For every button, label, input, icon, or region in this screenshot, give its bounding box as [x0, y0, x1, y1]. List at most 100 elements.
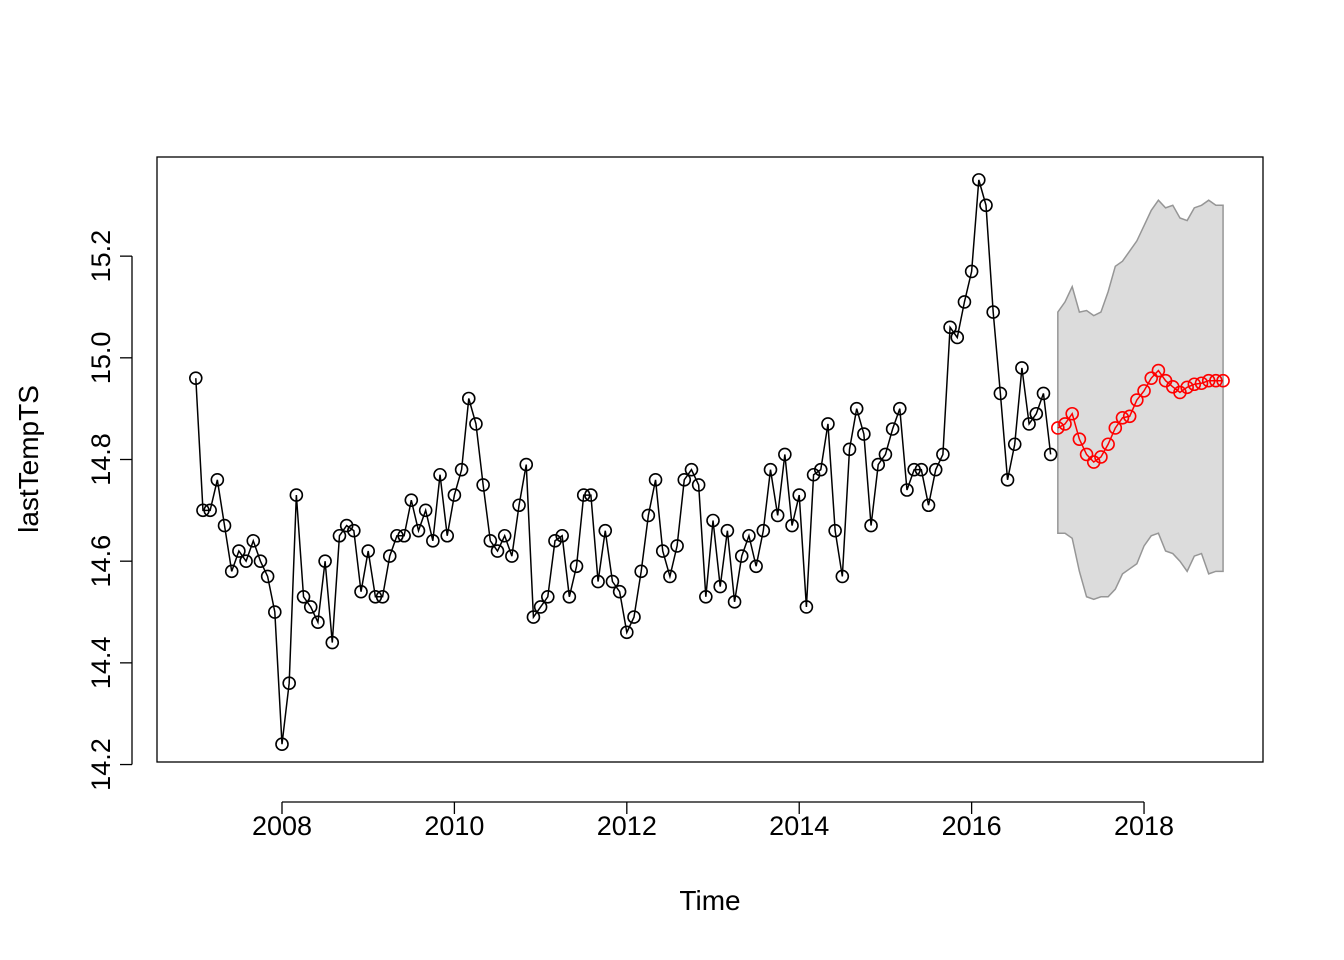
observed-point — [584, 488, 598, 502]
forecast-point — [1079, 447, 1094, 462]
forecast-point — [1216, 373, 1230, 388]
forecast-point — [1122, 409, 1137, 424]
observed-point — [390, 528, 404, 543]
observed-point — [411, 523, 426, 538]
observed-point — [303, 600, 318, 614]
observed-point — [885, 422, 900, 436]
forecast-point — [1051, 421, 1065, 435]
forecast-point — [1130, 393, 1144, 407]
observed-point — [275, 737, 289, 752]
y-tick-label: 15.2 — [86, 230, 116, 283]
observed-point — [519, 457, 534, 472]
observed-point — [691, 478, 706, 492]
observed-point — [684, 462, 699, 477]
observed-point — [540, 589, 555, 604]
observed-point — [476, 478, 490, 492]
observed-point — [907, 462, 921, 477]
observed-point — [232, 544, 246, 558]
observed-point — [490, 544, 505, 558]
observed-point — [196, 503, 210, 518]
observed-point — [311, 615, 325, 629]
observed-point — [986, 305, 1000, 319]
observed-point — [914, 462, 929, 477]
y-tick-label: 14.4 — [86, 637, 116, 690]
observed-point — [203, 503, 217, 518]
observed-point — [670, 539, 684, 553]
observed-point — [778, 447, 792, 462]
forecast-point — [1194, 376, 1209, 391]
y-axis-title: lastTempTS — [13, 385, 44, 533]
observed-point — [188, 371, 203, 385]
observed-point — [1015, 361, 1029, 375]
observed-point — [785, 518, 799, 533]
observed-point — [964, 264, 979, 279]
observed-point — [426, 534, 440, 548]
forecast-point — [1101, 437, 1115, 452]
observed-point — [260, 569, 275, 584]
observed-point — [397, 528, 411, 543]
observed-point — [497, 528, 512, 543]
observed-point — [368, 589, 383, 604]
observed-point — [418, 503, 433, 518]
x-tick-label: 2008 — [252, 811, 312, 841]
forecast-point — [1058, 417, 1072, 431]
observed-point — [296, 589, 311, 604]
observed-point — [239, 554, 253, 568]
prediction-interval-layer — [1057, 199, 1224, 601]
forecast-point — [1072, 432, 1087, 446]
observed-point — [813, 462, 828, 477]
observed-point — [526, 610, 541, 624]
observed-point — [957, 295, 972, 309]
observed-point — [512, 498, 526, 513]
forecast-point — [1209, 373, 1223, 388]
observed-point — [792, 488, 807, 502]
observed-point — [993, 386, 1008, 401]
series-points-layer — [188, 173, 1230, 752]
observed-point — [921, 498, 936, 513]
plot-frame — [156, 156, 1264, 763]
observed-point — [598, 523, 613, 538]
observed-series-line — [195, 179, 1052, 745]
observed-point — [928, 462, 943, 477]
observed-point — [648, 473, 663, 487]
observed-point — [375, 589, 390, 604]
observed-point — [1043, 447, 1058, 462]
observed-point — [1007, 437, 1022, 452]
forecast-point — [1180, 380, 1194, 395]
observed-point — [742, 528, 756, 543]
observed-point — [979, 198, 993, 213]
forecast-point — [1201, 373, 1216, 388]
observed-point — [706, 513, 720, 528]
observed-point — [505, 549, 519, 563]
forecast-point — [1065, 406, 1080, 421]
observed-point — [713, 579, 728, 594]
observed-point — [842, 442, 857, 457]
observed-point — [569, 559, 584, 574]
observed-point — [828, 523, 842, 538]
observed-point — [727, 595, 742, 609]
observed-point — [749, 559, 763, 574]
forecast-point — [1187, 377, 1202, 392]
observed-point — [871, 457, 886, 472]
observed-point — [461, 391, 476, 406]
observed-point — [318, 554, 332, 568]
forecast-point — [1144, 371, 1159, 385]
forecast-point — [1137, 384, 1151, 398]
observed-point — [627, 610, 641, 624]
observed-point — [332, 528, 347, 543]
x-tick-label: 2012 — [597, 811, 657, 841]
observed-point — [864, 518, 878, 533]
observed-point — [354, 584, 368, 599]
observed-point — [1029, 406, 1044, 421]
observed-point — [562, 589, 577, 604]
observed-point — [857, 427, 871, 441]
observed-point — [655, 544, 670, 558]
observed-point — [849, 401, 864, 416]
observed-point — [404, 493, 419, 507]
observed-point — [756, 523, 771, 538]
observed-point — [972, 173, 986, 187]
observed-point — [347, 523, 361, 538]
y-tick-label: 14.8 — [86, 433, 116, 486]
observed-point — [224, 564, 239, 579]
x-tick-label: 2016 — [942, 811, 1002, 841]
